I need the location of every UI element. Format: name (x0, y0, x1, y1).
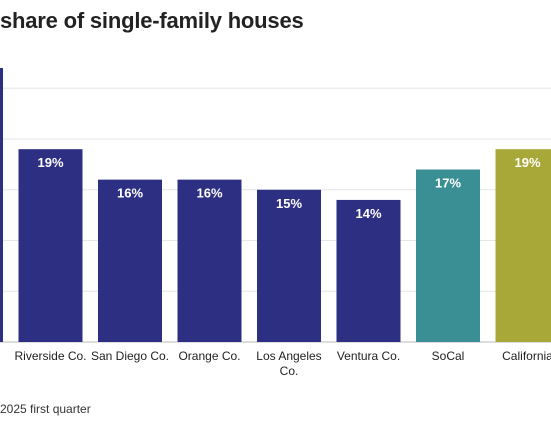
category-label: Co. (280, 364, 299, 378)
category-label: SoCal (432, 349, 465, 363)
bar-first (0, 68, 3, 342)
category-label: California (502, 349, 551, 363)
category-label: Riverside Co. (14, 349, 86, 363)
bar-value-label: 15% (276, 196, 302, 211)
bar-ventura-co- (336, 199, 401, 342)
bar-orange-co- (177, 179, 242, 342)
bar-riverside-co- (18, 149, 83, 342)
bar-value-label: 19% (37, 155, 63, 170)
bar-socal (416, 169, 480, 342)
bar-value-label: 19% (514, 155, 540, 170)
category-label: Los Angeles (256, 349, 321, 363)
bar-value-label: 16% (117, 186, 143, 201)
bar-value-label: 17% (435, 175, 461, 190)
chart-title: share of single-family houses (0, 8, 304, 33)
category-label: San Diego Co. (91, 349, 169, 363)
category-label: Orange Co. (178, 349, 240, 363)
bar-california (495, 149, 551, 342)
bar-los-angeles-co- (257, 189, 321, 342)
bar-value-label: 16% (196, 186, 222, 201)
chart-footnote: 2025 first quarter (0, 402, 91, 416)
category-label: Ventura Co. (337, 349, 400, 363)
bar-value-label: 14% (355, 206, 381, 221)
bar-san-diego-co- (98, 179, 162, 342)
